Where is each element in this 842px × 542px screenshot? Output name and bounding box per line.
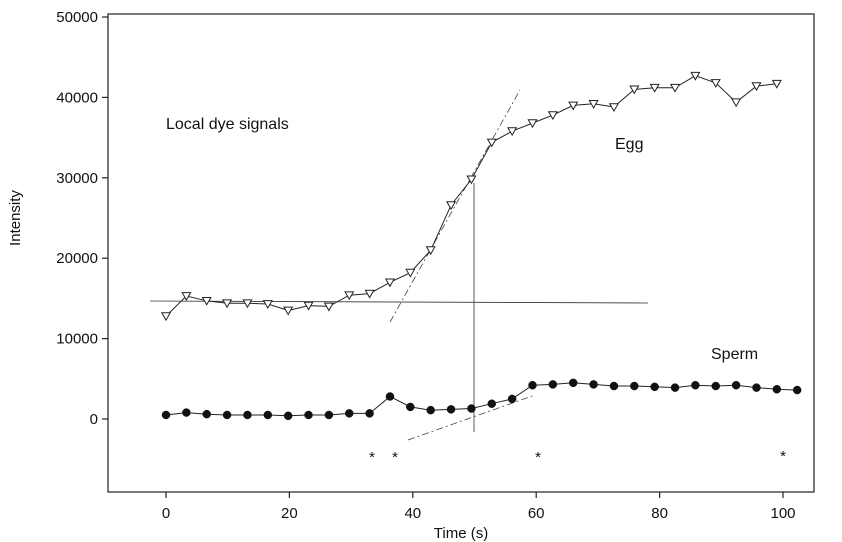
data-point <box>669 83 681 93</box>
data-point <box>263 410 273 420</box>
event-mark: * <box>392 449 398 466</box>
data-point <box>466 175 477 185</box>
y-tick-label: 50000 <box>56 9 98 26</box>
data-point <box>670 383 680 392</box>
data-point <box>609 381 619 391</box>
data-point <box>751 82 762 92</box>
x-axis-label: Time (s) <box>434 525 488 542</box>
event-mark: * <box>535 449 541 466</box>
data-point <box>181 292 192 301</box>
data-point <box>589 380 598 389</box>
event-mark: * <box>369 449 375 466</box>
data-point <box>547 111 558 121</box>
data-point <box>771 79 782 89</box>
data-point <box>364 289 375 299</box>
data-point <box>201 296 212 306</box>
data-point <box>283 411 293 421</box>
data-point <box>384 278 396 288</box>
event-marks: * * * * <box>369 448 786 466</box>
data-point <box>344 291 355 301</box>
data-point <box>323 302 334 312</box>
series-line-egg <box>165 75 777 317</box>
data-point <box>161 410 171 420</box>
plot-frame <box>107 13 815 493</box>
data-point <box>324 410 334 420</box>
y-tick-label: 30000 <box>56 170 98 187</box>
x-tick-label: 100 <box>770 505 795 522</box>
y-axis: 0 10000 20000 30000 40000 50000 <box>56 9 108 428</box>
data-point <box>283 306 294 316</box>
annotation-egg: Egg <box>615 136 643 153</box>
x-tick-label: 20 <box>281 505 298 522</box>
y-tick-label: 10000 <box>56 331 98 348</box>
data-point <box>467 404 476 413</box>
baseline-guide <box>149 300 649 304</box>
data-point <box>445 201 457 211</box>
data-point <box>304 410 313 420</box>
data-point <box>630 381 639 391</box>
data-point <box>486 138 497 148</box>
data-point <box>691 380 700 390</box>
x-tick-label: 60 <box>528 505 545 522</box>
data-point <box>527 119 538 129</box>
data-point <box>160 312 172 322</box>
data-point <box>649 83 660 93</box>
data-point <box>425 246 436 256</box>
data-point <box>710 79 721 88</box>
event-mark: * <box>780 448 786 465</box>
data-point <box>262 300 273 310</box>
data-point <box>344 409 354 418</box>
x-tick-label: 0 <box>162 505 170 522</box>
data-point <box>426 405 435 415</box>
egg-slope-guide <box>389 89 521 323</box>
series-line-sperm <box>165 382 798 417</box>
data-point <box>222 410 232 420</box>
data-point <box>222 299 233 309</box>
y-tick-label: 20000 <box>56 250 98 267</box>
x-axis: 0 20 40 60 80 100 <box>162 492 796 522</box>
data-point <box>507 127 518 137</box>
annotation-sperm: Sperm <box>711 346 758 363</box>
data-point <box>385 392 395 401</box>
data-point <box>711 381 720 391</box>
x-tick-label: 40 <box>404 505 421 522</box>
x-tick-label: 80 <box>651 505 668 522</box>
annotation-local-dye-signals: Local dye signals <box>166 116 289 133</box>
y-axis-label: Intensity <box>7 190 24 246</box>
data-point <box>629 85 640 95</box>
data-point <box>446 405 456 414</box>
data-point <box>752 383 761 392</box>
data-point <box>548 380 558 389</box>
y-tick-label: 0 <box>90 411 98 428</box>
data-point <box>507 394 517 404</box>
data-point <box>182 408 191 417</box>
data-point <box>242 299 253 309</box>
data-point <box>568 101 579 111</box>
data-point <box>731 380 741 390</box>
data-point <box>588 99 599 109</box>
data-point <box>731 98 742 108</box>
data-point <box>608 103 620 113</box>
data-point <box>405 268 416 278</box>
sperm-slope-guide <box>407 394 536 441</box>
series-sperm <box>161 378 802 421</box>
data-point <box>202 409 211 419</box>
guide-lines <box>149 89 649 441</box>
data-point <box>303 301 314 311</box>
data-point <box>568 378 578 388</box>
data-point <box>528 380 537 390</box>
y-tick-label: 40000 <box>56 89 98 106</box>
data-point <box>243 410 252 420</box>
data-point <box>406 402 415 412</box>
data-point <box>690 71 701 81</box>
data-point <box>487 399 497 408</box>
data-point <box>772 385 782 394</box>
data-point <box>792 385 802 395</box>
series-egg <box>160 71 782 322</box>
data-point <box>365 409 374 418</box>
data-point <box>650 382 659 392</box>
